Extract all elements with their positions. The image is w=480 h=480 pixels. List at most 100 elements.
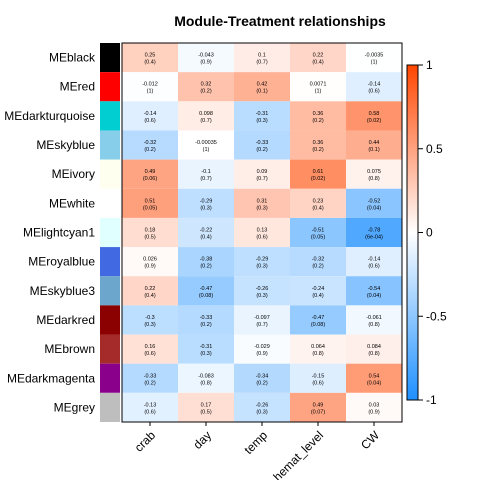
cell-pvalue: (0.5) — [144, 235, 155, 241]
cell-correlation: -0.29 — [200, 198, 213, 204]
heatmap-cell — [290, 392, 346, 422]
heatmap-cell — [122, 130, 178, 160]
cell-pvalue: (6e-04) — [365, 235, 383, 241]
heatmap-cell — [234, 305, 290, 335]
cell-pvalue: (0.05) — [143, 205, 158, 211]
cell-correlation: 0.1 — [258, 53, 266, 59]
cell-pvalue: (0.1) — [256, 89, 267, 95]
heatmap-cell — [178, 101, 234, 131]
cell-pvalue: (0.4) — [312, 60, 323, 66]
heatmap-cell — [178, 43, 234, 73]
cell-pvalue: (0.8) — [200, 380, 211, 386]
heatmap-cell — [346, 247, 402, 277]
cell-pvalue: (0.8) — [368, 322, 379, 328]
cell-correlation: -0.34 — [256, 373, 269, 379]
column-label: CW — [358, 428, 383, 453]
cell-pvalue: (0.7) — [200, 176, 211, 182]
cell-correlation: 0.18 — [145, 228, 156, 234]
heatmap-cell — [290, 363, 346, 393]
module-swatch — [100, 217, 120, 248]
cell-correlation: 0.51 — [145, 198, 156, 204]
cell-pvalue: (0.8) — [368, 351, 379, 357]
row-label: MElightcyan1 — [23, 226, 95, 240]
cell-pvalue: (0.08) — [311, 322, 326, 328]
cell-correlation: -0.33 — [256, 140, 269, 146]
cell-correlation: -0.083 — [198, 373, 214, 379]
colorbar-tick-label: 0 — [426, 226, 433, 240]
heatmap-cell — [178, 130, 234, 160]
heatmap-cell — [178, 276, 234, 306]
cell-pvalue: (0.4) — [312, 205, 323, 211]
colorbar-tick-label: 1 — [426, 58, 433, 72]
cell-pvalue: (0.2) — [312, 264, 323, 270]
heatmap-cell — [346, 276, 402, 306]
cell-correlation: -0.0035 — [365, 53, 384, 59]
heatmap-cell — [290, 247, 346, 277]
cell-correlation: -0.54 — [368, 286, 381, 292]
heatmap-cell — [122, 72, 178, 102]
cell-correlation: -0.14 — [368, 82, 381, 88]
cell-correlation: 0.084 — [367, 344, 381, 350]
cell-pvalue: (0.05) — [311, 235, 326, 241]
cell-correlation: 0.17 — [201, 402, 212, 408]
cell-correlation: 0.61 — [313, 169, 324, 175]
heatmap-cell — [290, 276, 346, 306]
heatmap-cell — [290, 305, 346, 335]
cell-correlation: -0.52 — [368, 198, 381, 204]
row-labels: MEblack MEred MEdarkturquoise MEskyblue MEiv… — [4, 51, 96, 415]
heatmap-cell — [178, 72, 234, 102]
cell-pvalue: (0.2) — [256, 147, 267, 153]
module-swatch — [100, 247, 120, 277]
heatmap-cell — [290, 188, 346, 218]
heatmap-cell — [178, 334, 234, 364]
heatmap-cell — [122, 276, 178, 306]
cell-correlation: 0.23 — [313, 198, 324, 204]
column-labels: crab day temp hemat_level CW — [132, 422, 383, 480]
module-color-swatches — [100, 43, 120, 422]
cell-correlation: -0.78 — [368, 228, 381, 234]
heatmap-cell — [122, 392, 178, 422]
heatmap-cell — [290, 43, 346, 73]
heatmap-cell — [178, 392, 234, 422]
module-swatch — [100, 43, 120, 73]
cell-correlation: 0.42 — [257, 82, 268, 88]
module-swatch — [100, 276, 120, 306]
cell-pvalue: (0.1) — [368, 147, 379, 153]
column-label: day — [191, 428, 215, 452]
cell-pvalue: (0.6) — [368, 89, 379, 95]
cell-pvalue: (0.6) — [144, 118, 155, 124]
cell-correlation: -0.31 — [200, 344, 213, 350]
cell-correlation: -0.47 — [312, 315, 325, 321]
row-label: MEdarkmagenta — [7, 371, 95, 385]
cell-pvalue: (1) — [315, 89, 322, 95]
cell-correlation: 0.32 — [201, 82, 212, 88]
cell-pvalue: (0.2) — [144, 147, 155, 153]
module-swatch — [100, 72, 120, 102]
heatmap-cell — [178, 159, 234, 189]
cell-pvalue: (0.3) — [256, 293, 267, 299]
cell-correlation: -0.1 — [201, 169, 210, 175]
heatmap-cell — [122, 247, 178, 277]
cell-pvalue: (0.4) — [200, 235, 211, 241]
cell-correlation: -0.51 — [312, 228, 325, 234]
module-swatch — [100, 363, 120, 393]
heatmap-cell — [122, 188, 178, 218]
module-swatch — [100, 305, 120, 335]
colorbar-tick-label: -1 — [426, 393, 437, 407]
row-label: MEblack — [49, 51, 96, 65]
heatmap-cell — [178, 217, 234, 248]
cell-correlation: 0.22 — [145, 286, 156, 292]
cell-pvalue: (0.2) — [256, 380, 267, 386]
cell-correlation: -0.38 — [200, 257, 213, 263]
module-swatch — [100, 334, 120, 364]
cell-correlation: -0.31 — [256, 111, 269, 117]
cell-pvalue: (1) — [147, 89, 154, 95]
colorbar: 1 0.5 0 -0.5 -1 — [406, 58, 447, 407]
cell-pvalue: (0.9) — [368, 409, 379, 415]
module-swatch — [100, 392, 120, 422]
cell-pvalue: (0.9) — [144, 264, 155, 270]
heatmap-cell — [234, 159, 290, 189]
colorbar-gradient — [407, 65, 418, 400]
cell-correlation: 0.31 — [257, 198, 268, 204]
cell-pvalue: (0.9) — [256, 351, 267, 357]
